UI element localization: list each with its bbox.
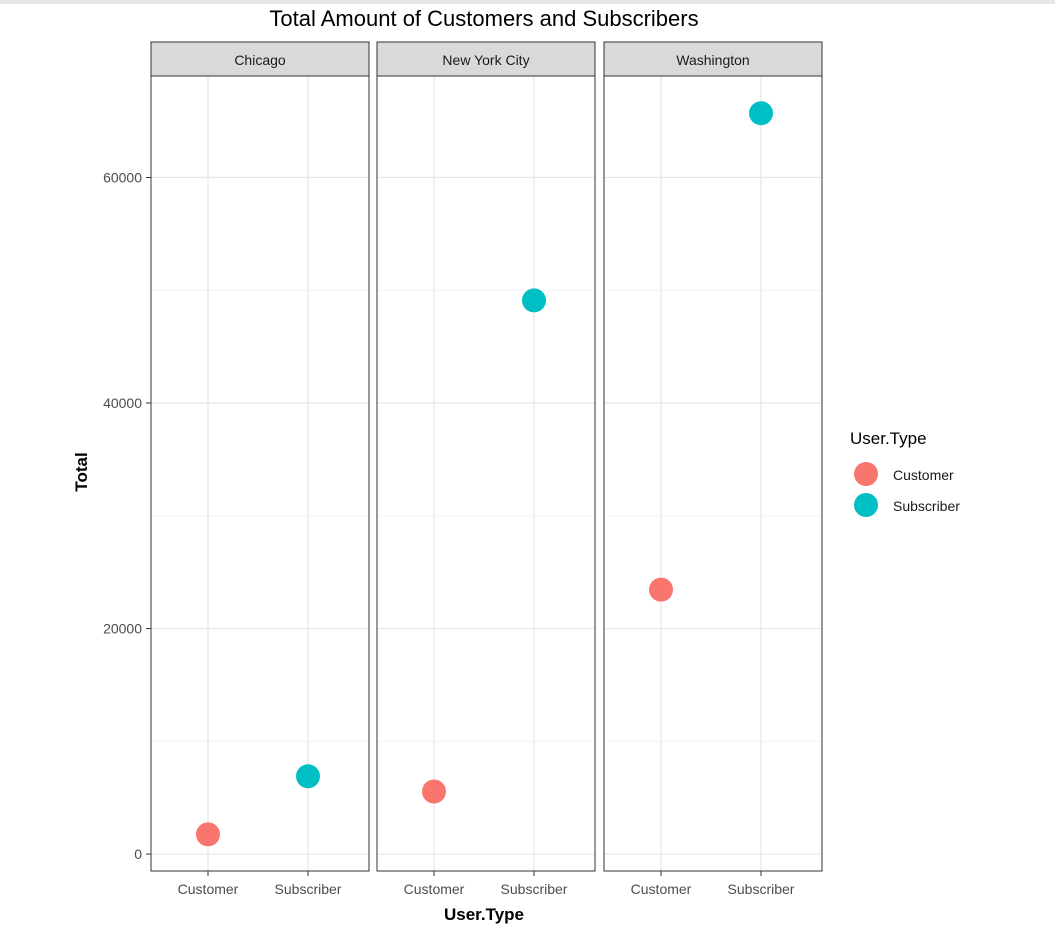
panel-border bbox=[150, 75, 370, 872]
x-tick-label: Subscriber bbox=[501, 881, 568, 897]
x-tick-label: Customer bbox=[404, 881, 465, 897]
x-axis-title: User.Type bbox=[444, 905, 524, 924]
facet-panel: Washington Customer Subscriber bbox=[603, 41, 823, 897]
y-tick-label: 20000 bbox=[103, 621, 142, 637]
data-point-customer bbox=[422, 779, 446, 804]
legend-label: Customer bbox=[893, 467, 954, 483]
x-tick-label: Customer bbox=[631, 881, 692, 897]
data-point-customer bbox=[649, 577, 673, 602]
panel-background bbox=[377, 76, 595, 871]
panel-border bbox=[603, 75, 823, 872]
legend-key-customer bbox=[854, 462, 878, 486]
y-tick-label: 0 bbox=[134, 846, 142, 862]
data-point-customer bbox=[196, 822, 220, 847]
legend-label: Subscriber bbox=[893, 498, 960, 514]
data-point-subscriber bbox=[296, 764, 320, 789]
facet-panel: Chicago Customer Subscriber bbox=[150, 41, 370, 897]
facet-panel: New York City Customer Subscriber bbox=[376, 41, 596, 897]
legend: User.Type Customer Subscriber bbox=[850, 429, 960, 517]
chart-title: Total Amount of Customers and Subscriber… bbox=[269, 6, 698, 31]
legend-key-subscriber bbox=[854, 493, 878, 517]
facet-strip-label: Washington bbox=[676, 52, 749, 68]
data-point-subscriber bbox=[749, 101, 773, 126]
panel-border bbox=[376, 75, 596, 872]
y-axis-title: Total bbox=[72, 452, 91, 491]
x-tick-label: Subscriber bbox=[275, 881, 342, 897]
x-tick-label: Customer bbox=[178, 881, 239, 897]
facet-strip-label: New York City bbox=[442, 52, 529, 68]
panel-background bbox=[604, 76, 822, 871]
y-tick-label: 60000 bbox=[103, 169, 142, 185]
legend-title: User.Type bbox=[850, 429, 927, 448]
y-axis: 0 20000 40000 60000 bbox=[103, 169, 151, 862]
facet-panels: Chicago Customer Subscriber New York City Cu… bbox=[150, 41, 823, 897]
panel-background bbox=[151, 76, 369, 871]
window-top-strip bbox=[0, 0, 1055, 4]
x-tick-label: Subscriber bbox=[728, 881, 795, 897]
data-point-subscriber bbox=[522, 288, 546, 313]
facet-strip-label: Chicago bbox=[234, 52, 286, 68]
y-tick-label: 40000 bbox=[103, 395, 142, 411]
